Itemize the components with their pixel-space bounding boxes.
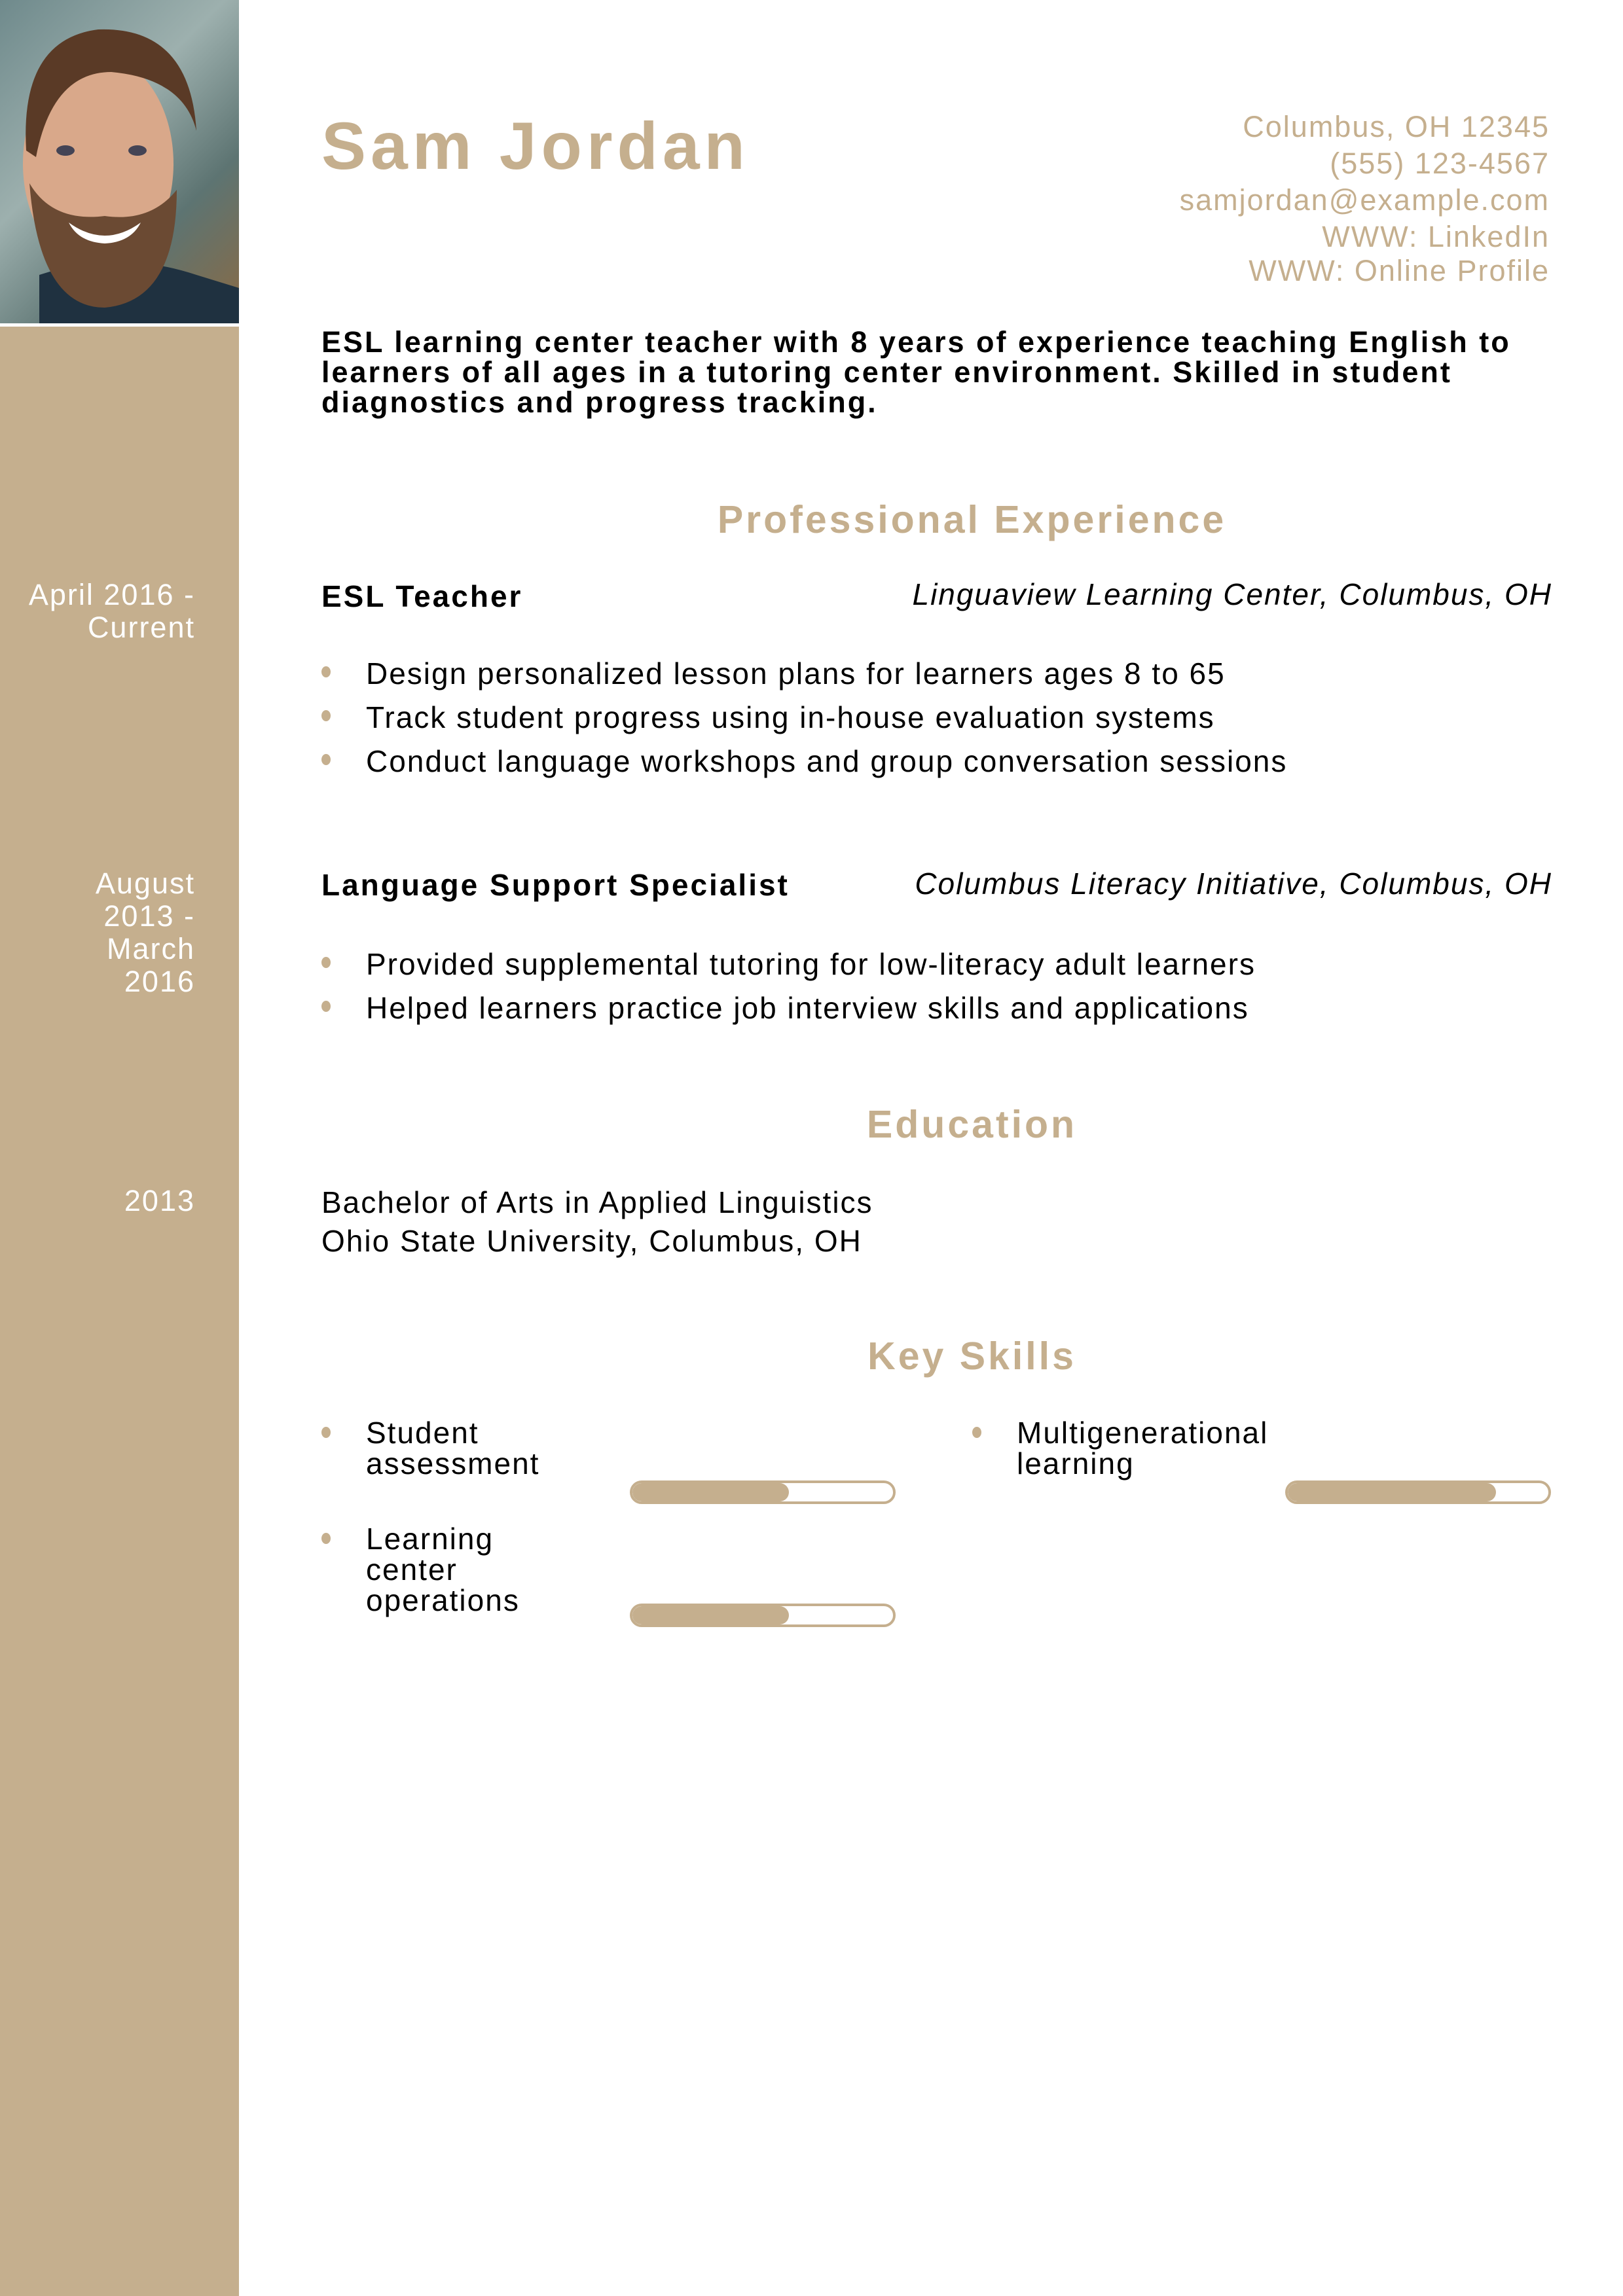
skill-level-fill — [1288, 1483, 1497, 1501]
job-title: ESL Teacher — [321, 579, 523, 613]
school: Ohio State University, Columbus, OH — [321, 1224, 862, 1258]
bullet-text: Provided supplemental tutoring for low-l… — [366, 947, 1256, 981]
list-item: Provided supplemental tutoring for low-l… — [321, 942, 1256, 986]
list-item: Design personalized lesson plans for lea… — [321, 652, 1287, 696]
skill-name: Student assessment — [366, 1416, 540, 1480]
job-bullets: Provided supplemental tutoring for low-l… — [321, 942, 1256, 1030]
linkedin-link[interactable]: WWW: LinkedIn — [1322, 220, 1550, 253]
bullet-icon — [321, 754, 331, 765]
contact-address: Columbus, OH 12345 — [1243, 110, 1550, 143]
education-entry: Bachelor of Arts in Applied Linguistics … — [321, 1183, 873, 1261]
candidate-name: Sam Jordan — [321, 109, 750, 183]
contact-phone: (555) 123-4567 — [1330, 147, 1550, 180]
sidebar — [0, 327, 239, 2296]
education-year: 2013 — [124, 1184, 195, 1217]
job-dates: August 2013 - March 2016 — [95, 867, 195, 998]
list-item: Helped learners practice job interview s… — [321, 986, 1256, 1030]
person-portrait-icon — [23, 29, 239, 323]
bullet-icon — [321, 1533, 331, 1544]
bullet-text: Helped learners practice job interview s… — [366, 991, 1249, 1025]
bullet-icon — [321, 1001, 331, 1012]
professional-summary: ESL learning center teacher with 8 years… — [321, 325, 1511, 419]
section-heading-text: Professional Experience — [717, 498, 1227, 541]
skill-level-bar — [630, 1480, 896, 1504]
section-heading-skills: Key Skills — [239, 1334, 1623, 1378]
section-heading-text: Key Skills — [867, 1335, 1076, 1378]
bullet-text: Design personalized lesson plans for lea… — [366, 656, 1226, 691]
bullet-icon — [321, 710, 331, 721]
skill-level-bar — [1285, 1480, 1551, 1504]
job-dates: April 2016 - Current — [28, 578, 195, 644]
section-heading-text: Education — [866, 1103, 1078, 1146]
degree: Bachelor of Arts in Applied Linguistics — [321, 1185, 873, 1219]
job-employer: Linguaview Learning Center, Columbus, OH — [912, 577, 1552, 611]
skill-item: Multigenerational learning — [972, 1416, 1292, 1480]
skill-item: Learning center operations — [321, 1522, 549, 1617]
bullet-icon — [972, 1427, 981, 1438]
skill-level-fill — [632, 1483, 789, 1501]
job-employer: Columbus Literacy Initiative, Columbus, … — [915, 867, 1552, 901]
bullet-text: Track student progress using in-house ev… — [366, 700, 1215, 734]
job-bullets: Design personalized lesson plans for lea… — [321, 652, 1287, 783]
skill-level-bar — [630, 1604, 896, 1627]
bullet-icon — [321, 666, 331, 677]
skill-name: Learning center operations — [366, 1522, 520, 1617]
profile-photo — [0, 0, 239, 323]
skill-item: Student assessment — [321, 1416, 562, 1480]
list-item: Conduct language workshops and group con… — [321, 740, 1287, 783]
bullet-icon — [321, 957, 331, 968]
skill-name: Multigenerational learning — [1017, 1416, 1269, 1480]
bullet-icon — [321, 1427, 331, 1438]
online-profile-link[interactable]: WWW: Online Profile — [1249, 254, 1550, 287]
list-item: Track student progress using in-house ev… — [321, 696, 1287, 740]
job-title: Language Support Specialist — [321, 868, 790, 902]
contact-email[interactable]: samjordan@example.com — [1179, 183, 1550, 217]
section-heading-experience: Professional Experience — [239, 497, 1623, 542]
section-heading-education: Education — [239, 1102, 1623, 1147]
contact-info: Columbus, OH 12345 (555) 123-4567 samjor… — [1180, 109, 1550, 287]
bullet-text: Conduct language workshops and group con… — [366, 744, 1288, 778]
skill-level-fill — [632, 1606, 789, 1624]
